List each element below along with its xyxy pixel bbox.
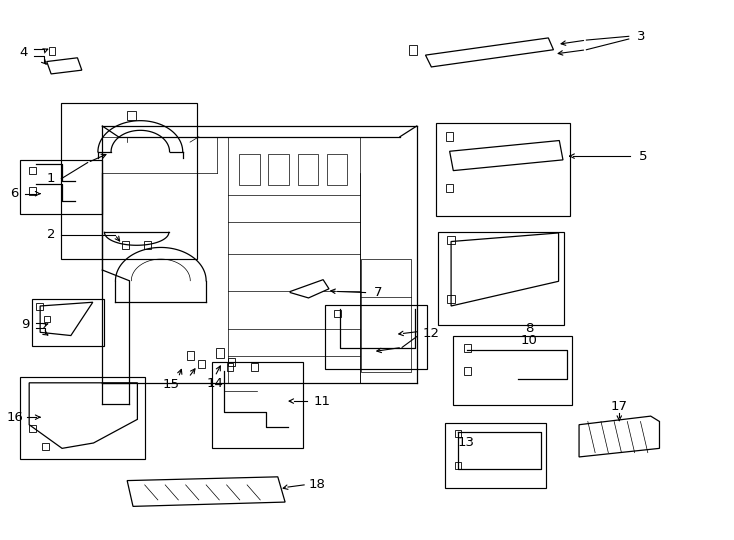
Bar — [334, 310, 341, 317]
Bar — [144, 241, 151, 248]
Text: 14: 14 — [206, 377, 223, 390]
Polygon shape — [40, 302, 92, 335]
Bar — [43, 443, 49, 450]
Text: 5: 5 — [639, 150, 647, 163]
Text: 17: 17 — [611, 400, 628, 413]
Bar — [448, 235, 455, 244]
Polygon shape — [47, 58, 81, 74]
Text: 8: 8 — [525, 321, 534, 334]
Bar — [228, 357, 236, 366]
Bar — [410, 45, 417, 55]
Bar — [464, 367, 470, 375]
Bar — [269, 154, 288, 185]
Bar — [217, 348, 224, 357]
Bar — [29, 426, 36, 432]
Bar — [455, 462, 462, 469]
Bar — [37, 303, 43, 310]
Bar — [324, 305, 427, 369]
Polygon shape — [426, 38, 553, 67]
Bar — [62, 104, 197, 259]
Bar — [122, 241, 129, 248]
Bar — [464, 343, 470, 352]
Text: 13: 13 — [457, 436, 474, 449]
Text: 15: 15 — [162, 379, 180, 392]
Bar — [446, 132, 454, 140]
Text: 3: 3 — [637, 30, 645, 43]
Bar — [29, 167, 36, 174]
Bar — [252, 363, 258, 371]
Bar — [29, 187, 36, 195]
Bar — [327, 154, 347, 185]
Polygon shape — [290, 280, 329, 298]
Bar — [127, 111, 136, 119]
Bar — [455, 430, 462, 437]
Bar — [297, 154, 318, 185]
Bar — [212, 362, 303, 448]
Text: 6: 6 — [10, 187, 19, 200]
Bar — [20, 377, 145, 459]
Bar — [438, 232, 564, 325]
Bar — [239, 154, 260, 185]
Polygon shape — [29, 383, 137, 448]
Bar — [437, 123, 570, 217]
Bar — [446, 184, 454, 192]
Bar — [227, 363, 233, 371]
Text: 9: 9 — [21, 318, 29, 332]
Text: 4: 4 — [19, 46, 27, 59]
Bar — [454, 335, 572, 406]
Polygon shape — [127, 477, 285, 507]
Polygon shape — [450, 140, 563, 171]
Text: 11: 11 — [313, 395, 330, 408]
Bar — [446, 423, 546, 488]
Text: 12: 12 — [423, 327, 440, 340]
Bar — [187, 350, 195, 360]
Text: 7: 7 — [374, 286, 382, 299]
Bar — [20, 160, 101, 214]
Text: 18: 18 — [309, 478, 326, 491]
Polygon shape — [451, 233, 559, 306]
Text: 16: 16 — [6, 411, 23, 424]
Bar — [49, 47, 56, 55]
Bar — [32, 299, 103, 346]
Text: 2: 2 — [47, 228, 55, 241]
Text: 10: 10 — [521, 334, 538, 347]
Bar — [44, 316, 50, 322]
Bar — [448, 295, 455, 303]
Bar — [361, 259, 411, 372]
Polygon shape — [579, 416, 659, 457]
Text: 1: 1 — [47, 172, 55, 185]
Bar — [198, 360, 206, 368]
